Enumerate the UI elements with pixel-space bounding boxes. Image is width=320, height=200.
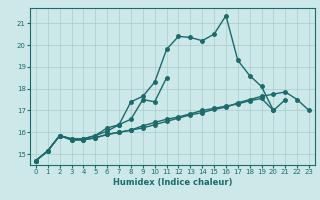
X-axis label: Humidex (Indice chaleur): Humidex (Indice chaleur) bbox=[113, 178, 232, 187]
